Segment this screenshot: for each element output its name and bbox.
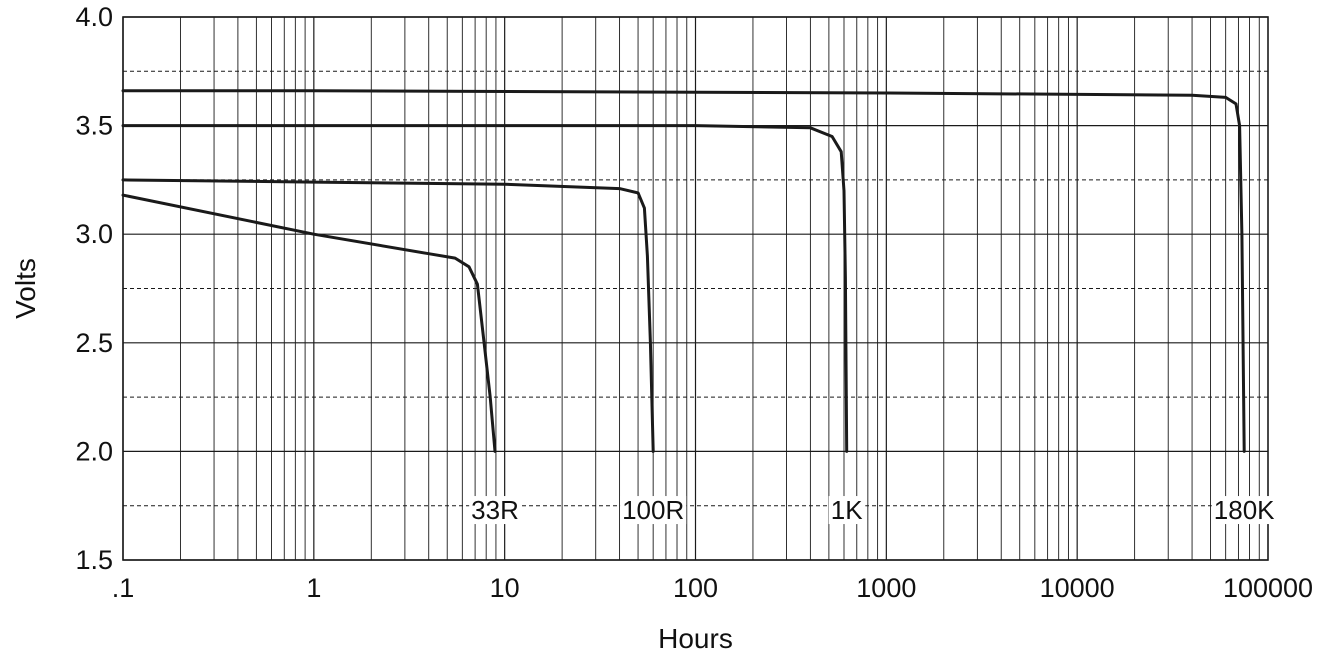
series-label-group-180k: 180K — [1211, 495, 1278, 525]
x-tick-label: 100000 — [1223, 573, 1313, 603]
series-line-1k — [121, 124, 849, 453]
y-axis-tick-labels: 1.5 2.0 2.5 3.0 3.5 4.0 — [75, 2, 113, 575]
grid — [122, 16, 1268, 561]
x-tick-label: 1000 — [856, 573, 916, 603]
series-label-group-100r: 100R — [620, 495, 687, 525]
y-tick-label: 2.0 — [75, 436, 113, 466]
series-label-33r: 33R — [471, 495, 519, 525]
series-labels: 33R 100R 1K 180K — [469, 495, 1278, 525]
series-label-background — [469, 496, 521, 525]
series-label-group-1k: 1K — [828, 495, 866, 525]
series-label-1k: 1K — [831, 495, 863, 525]
x-tick-label: 10000 — [1040, 573, 1115, 603]
series-label-background — [1211, 496, 1278, 525]
series-label-group-33r: 33R — [469, 495, 521, 525]
series-label-180k: 180K — [1214, 495, 1275, 525]
x-tick-label: .1 — [112, 573, 135, 603]
series-label-background — [620, 496, 687, 525]
x-axis-title: Hours — [658, 623, 733, 654]
series-line-33r — [121, 193, 497, 453]
series-line-180k — [121, 89, 1246, 453]
plot-area-border — [122, 16, 1269, 561]
series-line-100r — [121, 178, 655, 453]
y-tick-label: 1.5 — [75, 545, 113, 575]
x-tick-label: 1 — [306, 573, 321, 603]
x-tick-label: 100 — [673, 573, 718, 603]
y-tick-label: 4.0 — [75, 2, 113, 32]
series-label-background — [828, 496, 866, 525]
y-tick-label: 3.0 — [75, 219, 113, 249]
y-tick-label: 3.5 — [75, 111, 113, 141]
x-axis-tick-labels: .1 1 10 100 1000 10000 100000 — [112, 573, 1313, 603]
series-curves — [121, 89, 1246, 453]
x-tick-label: 10 — [490, 573, 520, 603]
y-tick-label: 2.5 — [75, 328, 113, 358]
series-label-100r: 100R — [622, 495, 684, 525]
y-axis-title: Volts — [10, 258, 41, 319]
